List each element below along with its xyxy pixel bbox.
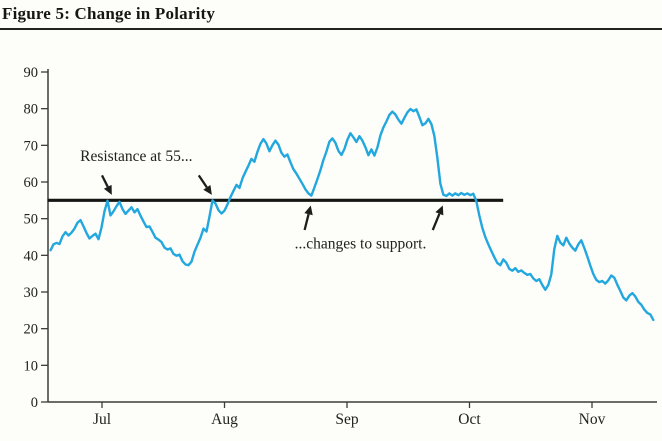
support-arrow-2-shaft-icon	[431, 213, 441, 231]
resistance-arrow-2-head-icon	[203, 184, 212, 195]
y-tick-label: 10	[24, 358, 39, 374]
support-arrow-2-head-icon	[435, 205, 444, 216]
y-tick-label: 30	[24, 285, 39, 301]
y-tick-label: 50	[24, 212, 39, 228]
support-arrow-1-head-icon	[304, 205, 313, 216]
title-rule	[0, 28, 662, 30]
support-arrow-1-shaft-icon	[303, 213, 310, 231]
y-tick-label: 80	[24, 102, 39, 118]
y-tick-label: 0	[31, 395, 38, 411]
x-tick-label: Aug	[211, 411, 238, 428]
series-line-polarity-index	[49, 107, 655, 322]
x-tick-label: Sep	[335, 411, 359, 428]
x-tick-label: Jul	[93, 411, 111, 428]
resistance-arrow-1-shaft-icon	[100, 174, 109, 188]
x-tick-label: Oct	[458, 411, 481, 428]
y-tick-label: 60	[24, 175, 39, 191]
x-tick-label: Nov	[579, 411, 606, 428]
annotation-support: ...changes to support.	[295, 236, 427, 253]
resistance-arrow-2-shaft-icon	[197, 174, 208, 189]
y-tick-label: 90	[24, 65, 39, 81]
figure-title: Figure 5: Change in Polarity	[2, 4, 216, 23]
y-tick-label: 40	[24, 248, 39, 264]
y-tick-label: 70	[24, 138, 39, 154]
y-tick-label: 20	[24, 322, 39, 338]
resistance-arrow-1-head-icon	[103, 184, 112, 195]
annotation-resistance: Resistance at 55...	[80, 148, 192, 165]
